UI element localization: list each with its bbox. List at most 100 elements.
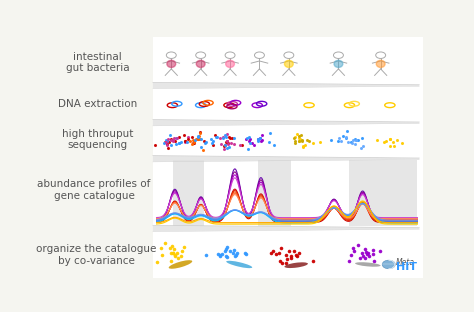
Point bbox=[196, 130, 203, 135]
Point bbox=[164, 138, 171, 143]
Point bbox=[218, 141, 225, 146]
Point bbox=[386, 144, 394, 149]
Point bbox=[292, 140, 299, 145]
Point bbox=[242, 251, 250, 256]
Point bbox=[216, 253, 224, 258]
Point bbox=[230, 248, 238, 253]
Point bbox=[296, 136, 304, 141]
Point bbox=[217, 254, 224, 259]
Point bbox=[349, 245, 357, 250]
Point bbox=[236, 143, 244, 148]
Point bbox=[195, 133, 203, 138]
Point bbox=[222, 254, 229, 259]
Point bbox=[337, 138, 345, 143]
Point bbox=[299, 144, 307, 149]
Point bbox=[291, 135, 298, 140]
Point bbox=[222, 142, 229, 147]
Point bbox=[328, 138, 335, 143]
Point bbox=[223, 134, 230, 139]
Point bbox=[224, 142, 232, 147]
Point bbox=[227, 140, 235, 145]
Point bbox=[181, 138, 189, 143]
Point bbox=[233, 251, 241, 256]
Point bbox=[171, 138, 179, 143]
Point bbox=[209, 142, 217, 147]
Point bbox=[376, 249, 384, 254]
Point bbox=[162, 137, 169, 142]
Point bbox=[170, 135, 178, 140]
Point bbox=[163, 141, 171, 146]
Point bbox=[399, 140, 406, 145]
Point bbox=[244, 135, 251, 140]
Point bbox=[292, 252, 300, 257]
Ellipse shape bbox=[376, 60, 385, 67]
Point bbox=[169, 250, 176, 255]
Point bbox=[389, 139, 397, 144]
Point bbox=[226, 135, 234, 140]
Point bbox=[283, 256, 291, 261]
Point bbox=[175, 141, 183, 146]
FancyBboxPatch shape bbox=[153, 37, 423, 278]
Point bbox=[194, 137, 202, 142]
Point bbox=[358, 136, 365, 141]
Point bbox=[214, 252, 222, 257]
Point bbox=[157, 246, 164, 251]
Point bbox=[167, 132, 174, 137]
Point bbox=[163, 142, 171, 147]
Point bbox=[223, 138, 231, 143]
Point bbox=[370, 258, 378, 263]
Point bbox=[290, 248, 298, 253]
Point bbox=[238, 143, 246, 148]
Point bbox=[288, 254, 295, 259]
Point bbox=[169, 139, 176, 144]
Point bbox=[173, 250, 181, 255]
Point bbox=[355, 243, 362, 248]
Point bbox=[292, 138, 299, 143]
Point bbox=[201, 138, 208, 143]
Point bbox=[336, 135, 343, 140]
Point bbox=[209, 140, 216, 145]
Point bbox=[217, 135, 224, 140]
Point bbox=[180, 245, 187, 250]
Point bbox=[362, 249, 369, 254]
Point bbox=[250, 142, 258, 147]
Point bbox=[291, 134, 299, 139]
Point bbox=[277, 246, 284, 251]
Point bbox=[364, 251, 371, 256]
Point bbox=[218, 252, 226, 257]
Point bbox=[310, 259, 317, 264]
Point bbox=[191, 139, 198, 144]
Point bbox=[233, 252, 240, 257]
Point bbox=[352, 138, 359, 143]
Point bbox=[351, 136, 359, 141]
Point bbox=[224, 131, 231, 136]
Point bbox=[221, 133, 228, 138]
Point bbox=[219, 135, 227, 140]
Point bbox=[310, 141, 317, 146]
Point bbox=[245, 147, 252, 152]
Point bbox=[266, 131, 273, 136]
Point bbox=[352, 138, 360, 143]
Point bbox=[192, 136, 200, 141]
Point bbox=[226, 145, 233, 150]
Point bbox=[299, 144, 306, 149]
Point bbox=[161, 241, 168, 246]
Point bbox=[228, 135, 236, 140]
Point bbox=[170, 137, 177, 142]
Polygon shape bbox=[153, 120, 419, 126]
Point bbox=[190, 138, 198, 143]
Point bbox=[223, 145, 231, 150]
Point bbox=[258, 133, 265, 138]
Point bbox=[231, 253, 239, 258]
Point bbox=[383, 139, 390, 144]
Point bbox=[199, 147, 206, 152]
Point bbox=[255, 138, 262, 143]
Point bbox=[172, 141, 180, 146]
Point bbox=[167, 137, 175, 142]
Point bbox=[220, 144, 228, 149]
Point bbox=[303, 137, 311, 142]
Point bbox=[213, 134, 221, 139]
Point bbox=[222, 246, 229, 251]
Point bbox=[198, 145, 205, 150]
Point bbox=[293, 253, 301, 258]
